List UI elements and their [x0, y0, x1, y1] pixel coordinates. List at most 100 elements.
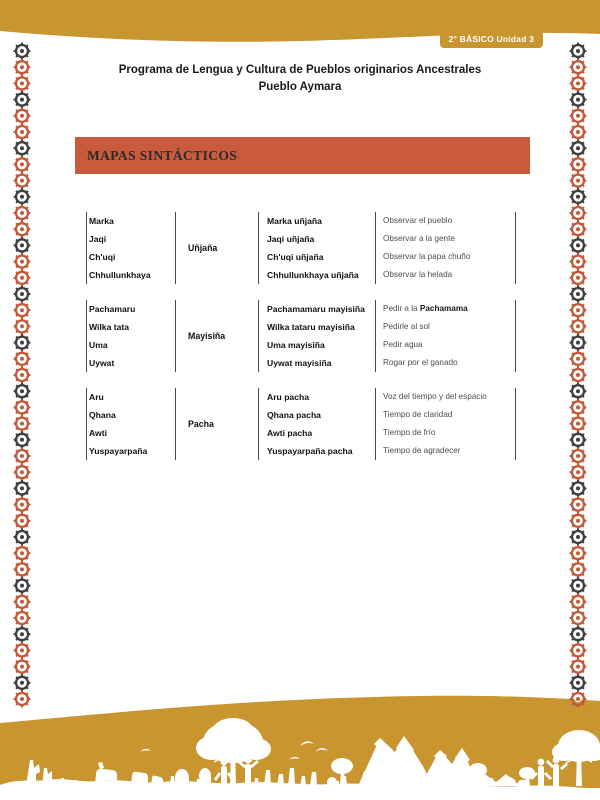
root-word: Aru [89, 392, 104, 402]
rosette-motif [569, 625, 587, 643]
meaning-text: Pedir agua [383, 340, 423, 349]
rosette-motif [569, 593, 587, 611]
rosette-motif [13, 237, 31, 254]
meaning-text: Observar el pueblo [383, 216, 453, 225]
meaning-text: Observar la helada [383, 270, 453, 279]
rosette-motif [569, 431, 587, 449]
root-word: Marka [89, 216, 114, 226]
rosette-motif [569, 220, 587, 238]
page-title-line2: Pueblo Aymara [258, 81, 342, 93]
rosette-motif [569, 301, 587, 319]
rosette-motif [13, 512, 31, 530]
rosette-motif [13, 91, 31, 108]
column-derived-words: Aru pacha Qhana pacha Awti pacha Yuspayarpa… [258, 388, 375, 460]
section-banner: MAPAS SINTÁCTICOS [75, 137, 530, 174]
meaning-text: Tiempo de frío [383, 428, 436, 437]
rosette-motif [569, 544, 587, 562]
syntactic-maps-table: Marka Jaqi Ch'uqi Chhullunkhaya Uñjaña Marka … [86, 212, 516, 460]
right-decorative-border [565, 42, 591, 718]
meaning-text: Rogar por el ganado [383, 358, 458, 367]
meaning-prefix: Pedir a la [383, 304, 420, 313]
root-word: Ch'uqi [89, 252, 116, 262]
rosette-motif [13, 382, 31, 400]
page-title: Programa de Lengua y Cultura de Pueblos … [60, 62, 540, 96]
rosette-motif [13, 658, 31, 675]
rosette-motif [13, 156, 31, 173]
rosette-motif [13, 366, 31, 384]
rosette-motif [13, 285, 31, 303]
rosette-motif [569, 399, 587, 416]
meaning-text: Observar la papa chuño [383, 252, 471, 261]
rosette-motif [13, 107, 31, 125]
root-word: Chhullunkhaya [89, 270, 151, 280]
column-root-words: Marka Jaqi Ch'uqi Chhullunkhaya [86, 212, 175, 284]
column-derived-words: Pachamamaru mayisiña Wilka tataru mayisiñ… [258, 300, 375, 372]
rosette-motif [13, 480, 31, 497]
root-word: Qhana [89, 410, 116, 420]
rosette-motif [569, 463, 587, 481]
rosette-motif [13, 204, 31, 222]
column-root-words: Aru Qhana Awti Yuspayarpaña [86, 388, 175, 460]
rosette-motif [13, 220, 31, 238]
rosette-motif [569, 415, 587, 432]
rosette-motif [569, 609, 587, 627]
rosette-motif [569, 91, 587, 108]
rosette-motif [13, 399, 31, 416]
rosette-motif [569, 480, 587, 497]
column-stem: Pacha [175, 388, 258, 460]
map-block: Pachamaru Wilka tata Uma Uywat Mayisiña Pacha… [86, 300, 516, 372]
rosette-motif [13, 172, 31, 189]
left-border-pattern [13, 42, 31, 708]
rosette-motif [13, 301, 31, 319]
root-word: Uywat [89, 358, 115, 368]
rosette-motif [569, 561, 587, 578]
stem-label: Mayisiña [188, 331, 226, 341]
derived-word: Jaqi uñjaña [267, 234, 315, 244]
column-derived-words: Marka uñjaña Jaqi uñjaña Ch'uqi uñjaña Chhu… [258, 212, 375, 284]
rosette-motif [13, 334, 31, 351]
altiplano-scene [0, 695, 600, 800]
root-word: Wilka tata [89, 322, 130, 332]
rosette-motif [569, 512, 587, 530]
rosette-motif [569, 269, 587, 287]
meaning-text: Pedir a la Pachamama [383, 300, 515, 318]
meaning-text: Tiempo de agradecer [383, 446, 461, 455]
column-meanings: Observar el pueblo Observar a la gente Obs… [375, 212, 516, 284]
rosette-motif [13, 123, 31, 141]
derived-word: Pachamamaru mayisiña [267, 304, 365, 314]
rosette-motif [569, 334, 587, 351]
rosette-motif [13, 318, 31, 335]
derived-word: Uywat mayisiña [267, 358, 332, 368]
derived-word: Chhullunkhaya uñjaña [267, 270, 359, 280]
rosette-motif [13, 447, 31, 465]
column-meanings: Pedir a la Pachamama Pedirle al sol Pedir … [375, 300, 516, 372]
rosette-motif [569, 123, 587, 141]
rosette-motif [13, 674, 31, 692]
stem-label: Uñjaña [188, 243, 218, 253]
rosette-motif [13, 690, 31, 708]
rosette-motif [569, 528, 587, 546]
unit-badge: 2° BÁSICO Unidad 3 [439, 31, 543, 48]
section-banner-label: MAPAS SINTÁCTICOS [87, 147, 238, 163]
rosette-motif [13, 609, 31, 627]
root-word: Uma [89, 340, 108, 350]
rosette-motif [569, 350, 587, 368]
rosette-motif [13, 577, 31, 594]
meaning-text: Voz del tiempo y del espacio [383, 392, 487, 401]
page-title-line1: Programa de Lengua y Cultura de Pueblos … [118, 64, 482, 76]
column-stem: Mayisiña [175, 300, 258, 372]
rosette-motif [569, 366, 587, 384]
rosette-motif [13, 528, 31, 546]
rosette-motif [569, 658, 587, 675]
rosette-motif [569, 674, 587, 692]
column-root-words: Pachamaru Wilka tata Uma Uywat [86, 300, 175, 372]
rosette-motif [569, 447, 587, 465]
rosette-motif [569, 75, 587, 92]
derived-word: Ch'uqi uñjaña [267, 252, 324, 262]
rosette-motif [13, 269, 31, 287]
root-word: Pachamaru [89, 304, 136, 314]
rosette-motif [569, 496, 587, 513]
derived-word: Wilka tataru mayisiña [267, 322, 355, 332]
root-word: Jaqi [89, 234, 107, 244]
bottom-landscape-illustration [0, 690, 600, 800]
